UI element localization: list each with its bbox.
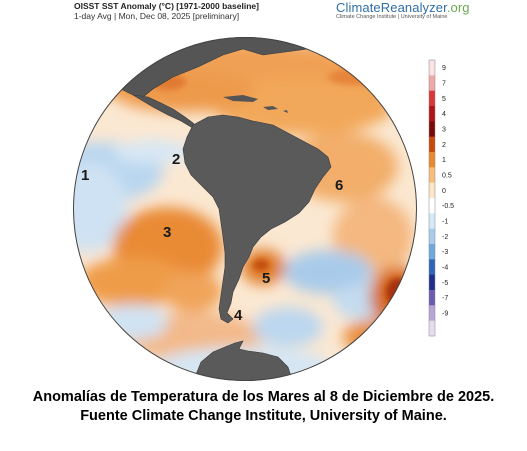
land-caribbean-islands <box>223 95 288 113</box>
colorbar-tick-label: -3 <box>442 249 448 256</box>
colorbar-tick-label: 3 <box>442 127 446 134</box>
colorbar-swatch <box>429 167 435 183</box>
colorbar-swatch <box>429 90 435 107</box>
colorbar-tick-label: 9 <box>442 65 446 72</box>
brand-tagline: Climate Change Institute | University of… <box>336 14 448 20</box>
colorbar-swatch <box>429 60 435 76</box>
caption-line-2: Fuente Climate Change Institute, Univers… <box>80 408 447 424</box>
colorbar-swatch <box>429 136 435 153</box>
colorbar-swatch <box>429 290 435 306</box>
map-header: OISST SST Anomaly (°C) [1971-2000 baseli… <box>74 1 259 21</box>
colorbar-tick-label: -9 <box>442 311 448 318</box>
colorbar-swatch <box>429 305 435 321</box>
colorbar-swatch <box>429 228 435 245</box>
colorbar-swatch <box>429 152 435 168</box>
region-label-5: 5 <box>262 270 270 287</box>
colorbar-tick-label: -7 <box>442 295 448 302</box>
colorbar: 9 7 5 4 3 2 1 0.5 0 -0.5 -1 -2 -3 -4 -5 -7 -9 <box>428 59 454 337</box>
colorbar-tick-label: -2 <box>442 234 448 241</box>
figure-caption: Anomalías de Temperatura de los Mares al… <box>0 388 527 426</box>
colorbar-tick-label: 0.5 <box>442 173 452 180</box>
region-label-6: 6 <box>335 177 343 194</box>
land-south-america <box>182 114 332 324</box>
region-label-1: 1 <box>81 167 89 184</box>
anomaly-field <box>73 42 417 381</box>
colorbar-swatch <box>429 182 435 199</box>
sst-anomaly-globe: 1 2 3 4 5 6 <box>73 37 417 381</box>
colorbar-tick-label: -0.5 <box>442 203 454 210</box>
colorbar-outline <box>428 59 436 337</box>
colorbar-swatch <box>429 244 435 260</box>
colorbar-swatch <box>429 274 435 291</box>
caption-line-1: Anomalías de Temperatura de los Mares al… <box>32 389 495 405</box>
colorbar-ticks: 9 7 5 4 3 2 1 0.5 0 -0.5 -1 -2 -3 -4 -5 -7 -9 <box>442 65 454 317</box>
colorbar-tick-label: 4 <box>442 111 446 118</box>
colorbar-tick-label: 0 <box>442 188 446 195</box>
colorbar-tick-label: -4 <box>442 265 448 272</box>
map-subtitle: 1-day Avg | Mon, Dec 08, 2025 [prelimina… <box>74 11 240 21</box>
brand-name: ClimateReanalyzer.org <box>336 0 470 15</box>
brand-logo: ClimateReanalyzer.org Climate Change Ins… <box>336 0 470 20</box>
colorbar-swatch <box>429 259 435 275</box>
region-label-4: 4 <box>234 307 243 324</box>
colorbar-tick-label: 5 <box>442 96 446 103</box>
region-label-2: 2 <box>172 151 180 168</box>
land-antarctica <box>192 340 294 381</box>
colorbar-swatch <box>429 75 435 91</box>
colorbar-swatch <box>429 198 435 214</box>
colorbar-swatch <box>429 106 435 122</box>
colorbar-tick-label: 1 <box>442 157 446 164</box>
colorbar-swatch <box>429 121 435 137</box>
colorbar-swatch <box>429 320 435 337</box>
colorbar-tick-label: -5 <box>442 280 448 287</box>
colorbar-tick-label: 2 <box>442 142 446 149</box>
map-title: OISST SST Anomaly (°C) [1971-2000 baseli… <box>74 1 259 11</box>
colorbar-swatch <box>429 213 435 229</box>
region-label-3: 3 <box>163 224 171 241</box>
colorbar-tick-label: -1 <box>442 219 448 226</box>
colorbar-tick-label: 7 <box>442 81 446 88</box>
colorbar-swatches <box>428 59 436 337</box>
